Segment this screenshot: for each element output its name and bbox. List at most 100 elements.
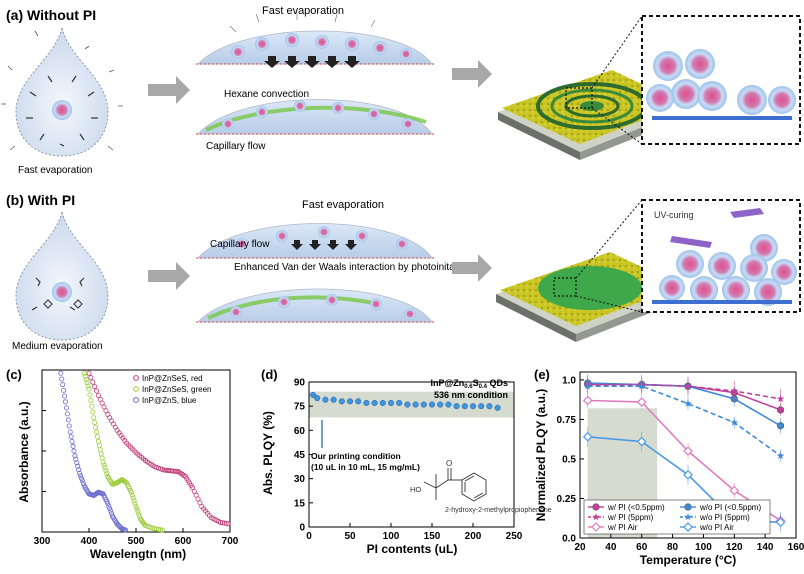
annotation-line-1: Our printing condition: [311, 451, 401, 461]
data-point: [428, 401, 436, 408]
data-point: [776, 451, 785, 459]
data-point: [133, 504, 139, 510]
data-point: [79, 478, 85, 484]
panel-a-label: (a) Without PI: [6, 7, 96, 23]
top-title-b: Fast evaporation: [302, 199, 384, 211]
data-point: [223, 520, 229, 526]
data-point: [97, 396, 103, 402]
plot-frame: [579, 371, 797, 539]
chart-absorbance: (c) 300 400 500 600 700 Wavelengtn (nm) Absorb…: [6, 367, 239, 561]
data-point: [683, 469, 693, 480]
data-point: [103, 408, 109, 414]
data-point: [101, 462, 107, 468]
data-point: [86, 370, 92, 376]
x-tick-label: 80: [667, 542, 679, 553]
data-point: [225, 521, 231, 527]
capillary-label-b: Capillary flow: [210, 239, 270, 250]
data-point: [404, 401, 411, 408]
vdw-label: Enhanced Van der Waals interaction by ph…: [234, 262, 467, 273]
hydroxyl-label: HO: [410, 485, 421, 494]
structure-label: 2-hydroxy-2-methylpropiophenone: [445, 507, 552, 514]
data-point: [99, 400, 105, 406]
data-point: [63, 399, 69, 405]
legend-label: InP@ZnS, blue: [142, 396, 197, 405]
data-point: [591, 522, 601, 532]
y-axis-label: Abs. PLQY (%): [261, 411, 275, 495]
x-tick-label: 300: [34, 536, 51, 547]
data-point: [445, 401, 452, 408]
data-point: [75, 463, 81, 469]
data-point: [346, 398, 354, 405]
process-arrow: [148, 262, 190, 290]
cap-bottom-a: [196, 99, 436, 135]
data-point: [132, 501, 138, 507]
data-point: [159, 527, 165, 533]
legend-label: InP@ZnSeS, green: [142, 385, 212, 394]
data-point: [102, 465, 108, 471]
data-point: [387, 399, 395, 406]
data-point: [78, 473, 84, 479]
process-arrow: [452, 60, 492, 88]
data-point: [104, 471, 110, 477]
y-tick-label: 1.0: [562, 375, 576, 386]
y-tick-label: 0.75: [557, 415, 577, 426]
data-point: [193, 492, 199, 498]
data-point: [379, 399, 386, 406]
data-point: [86, 386, 92, 392]
x-tick-label: 150: [424, 531, 441, 542]
data-point: [338, 398, 345, 405]
data-point: [90, 409, 96, 415]
series-line: [587, 383, 781, 411]
data-point: [78, 475, 84, 481]
cap-top-b: [196, 223, 436, 259]
annotation-line-2: (10 uL in 10 mL, 15 mg/mL): [311, 462, 420, 472]
data-point: [58, 370, 64, 376]
convection-label: Hexane convection: [224, 89, 309, 100]
data-point: [70, 443, 76, 449]
process-arrow: [452, 254, 492, 282]
data-point: [80, 480, 86, 486]
data-point: [60, 382, 66, 388]
chemical-structure: [423, 468, 487, 502]
data-point: [730, 387, 739, 395]
data-point: [69, 439, 75, 445]
x-tick-label: 140: [757, 542, 774, 553]
y-tick-label: 0.25: [557, 494, 577, 505]
data-point: [84, 380, 90, 386]
data-point: [74, 460, 80, 466]
data-point: [88, 375, 94, 381]
data-point: [683, 446, 693, 456]
data-point: [77, 470, 83, 476]
data-point: [76, 467, 82, 473]
legend-label: w/ PI (5ppm): [607, 513, 654, 522]
data-point: [310, 391, 317, 398]
data-point: [134, 506, 140, 512]
data-point: [330, 396, 337, 403]
data-point: [94, 434, 100, 440]
drop-caption-b: Medium evaporation: [12, 341, 103, 352]
x-tick-label: 40: [605, 542, 617, 553]
x-tick-label: 600: [175, 536, 192, 547]
data-point: [85, 383, 91, 389]
data-point: [67, 429, 73, 435]
x-tick-label: 0: [306, 531, 312, 542]
y-axis-label: Absorbance (a.u.): [17, 401, 31, 502]
data-point: [135, 509, 141, 515]
data-point: [684, 503, 692, 511]
data-point: [684, 399, 692, 407]
data-point: [108, 508, 114, 514]
x-tick-label: 400: [81, 536, 98, 547]
uv-label: UV-curing: [654, 210, 694, 220]
x-tick-label: 60: [636, 542, 648, 553]
data-point: [92, 384, 98, 390]
y-tick-label: 0.5: [562, 454, 576, 465]
legend-marker: [133, 375, 139, 381]
y-tick-label: 75: [294, 402, 306, 413]
series-3: [583, 374, 785, 409]
data-point: [592, 513, 600, 521]
data-point: [128, 489, 134, 495]
data-point: [197, 500, 203, 506]
data-point: [637, 382, 646, 390]
data-point: [775, 517, 786, 528]
data-point: [100, 459, 106, 465]
